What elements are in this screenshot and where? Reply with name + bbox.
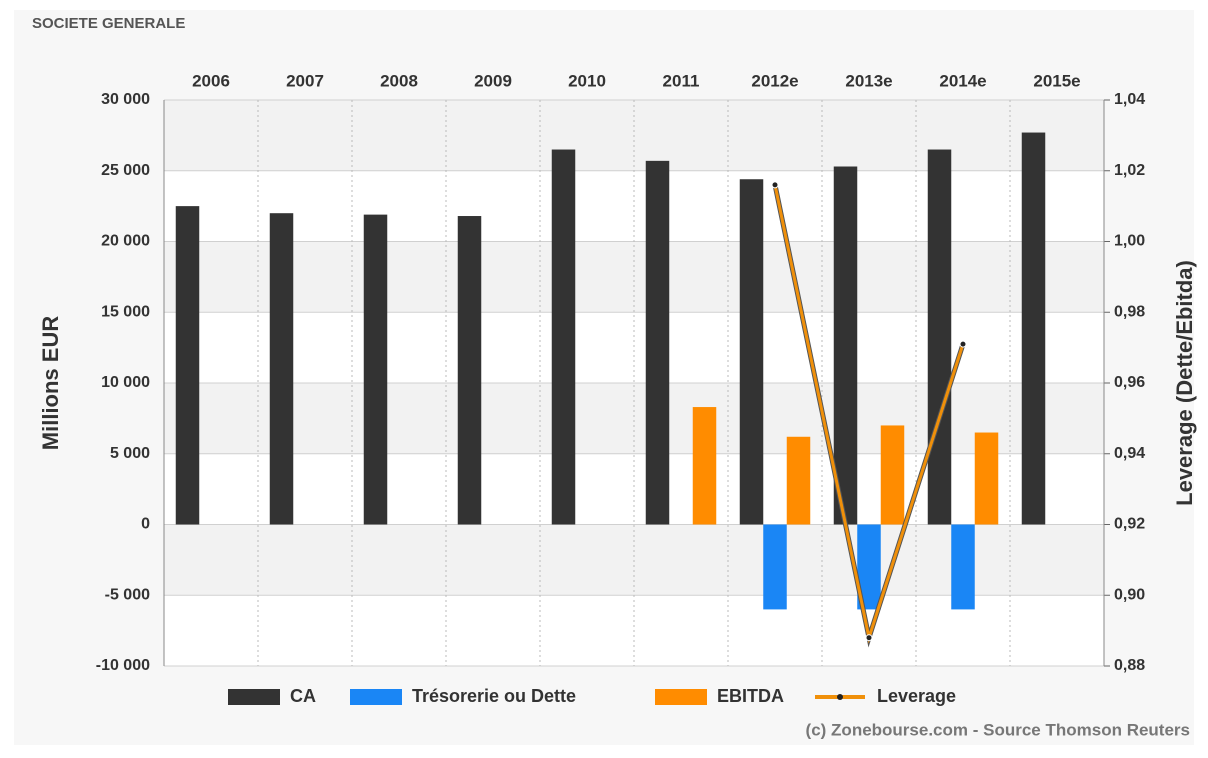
y2-tick-label: 0,94 xyxy=(1114,445,1145,462)
y2-tick-label: 0,98 xyxy=(1114,303,1145,320)
chart-title: SOCIETE GENERALE xyxy=(32,15,185,32)
bar xyxy=(739,179,764,525)
bar xyxy=(786,436,811,525)
line-point xyxy=(959,340,967,348)
bar xyxy=(927,149,952,525)
bar xyxy=(857,524,881,610)
y-axis-label: Millions EUR xyxy=(38,316,63,451)
bar xyxy=(692,407,717,525)
x-tick-label: 2009 xyxy=(474,71,512,90)
bar xyxy=(175,206,200,525)
bar xyxy=(457,216,482,525)
legend-swatch xyxy=(350,689,402,705)
y-tick-label: 0 xyxy=(141,516,150,533)
y2-tick-label: 1,00 xyxy=(1114,233,1145,250)
y-tick-label: 10 000 xyxy=(101,374,150,391)
x-tick-label: 2010 xyxy=(568,71,606,90)
plot-band xyxy=(164,383,1104,454)
legend-label: EBITDA xyxy=(717,686,784,706)
bar xyxy=(645,160,670,525)
line-point xyxy=(865,634,873,642)
legend-swatch xyxy=(655,689,707,705)
x-tick-label: 2011 xyxy=(663,71,700,90)
bar xyxy=(951,524,975,610)
y-tick-label: 25 000 xyxy=(101,162,150,179)
y2-tick-label: 0,96 xyxy=(1114,374,1145,391)
bar xyxy=(1021,132,1046,525)
y2-tick-label: 1,04 xyxy=(1114,91,1145,108)
x-tick-label: 2006 xyxy=(192,71,230,90)
x-tick-label: 2014e xyxy=(939,71,986,90)
y2-tick-label: 0,92 xyxy=(1114,516,1145,533)
y-tick-label: -10 000 xyxy=(96,657,150,674)
bar xyxy=(763,524,787,610)
bar xyxy=(833,166,858,525)
legend-label: Leverage xyxy=(877,686,956,706)
bar xyxy=(880,425,905,525)
x-tick-label: 2015e xyxy=(1033,71,1080,90)
credit: (c) Zonebourse.com - Source Thomson Reut… xyxy=(806,720,1190,739)
y-tick-label: 20 000 xyxy=(101,233,150,250)
legend-label: Trésorerie ou Dette xyxy=(412,686,576,706)
legend-label: CA xyxy=(290,686,316,706)
y-tick-label: 15 000 xyxy=(101,303,150,320)
y2-axis-label: Leverage (Dette/Ebitda) xyxy=(1172,260,1197,506)
legend-swatch xyxy=(228,689,280,705)
legend-dot xyxy=(837,694,843,700)
y-tick-label: 5 000 xyxy=(110,445,150,462)
x-tick-label: 2012e xyxy=(751,71,798,90)
y2-tick-label: 1,02 xyxy=(1114,162,1145,179)
bar xyxy=(269,213,294,525)
x-tick-label: 2008 xyxy=(380,71,418,90)
bar xyxy=(363,214,388,525)
y2-tick-label: 0,90 xyxy=(1114,586,1145,603)
y-tick-label: 30 000 xyxy=(101,91,150,108)
x-tick-label: 2007 xyxy=(286,71,324,90)
x-tick-label: 2013e xyxy=(845,71,892,90)
line-point xyxy=(771,181,779,189)
y-tick-label: -5 000 xyxy=(105,586,150,603)
bar xyxy=(551,149,576,525)
y2-tick-label: 0,88 xyxy=(1114,657,1145,674)
bar xyxy=(974,432,999,525)
